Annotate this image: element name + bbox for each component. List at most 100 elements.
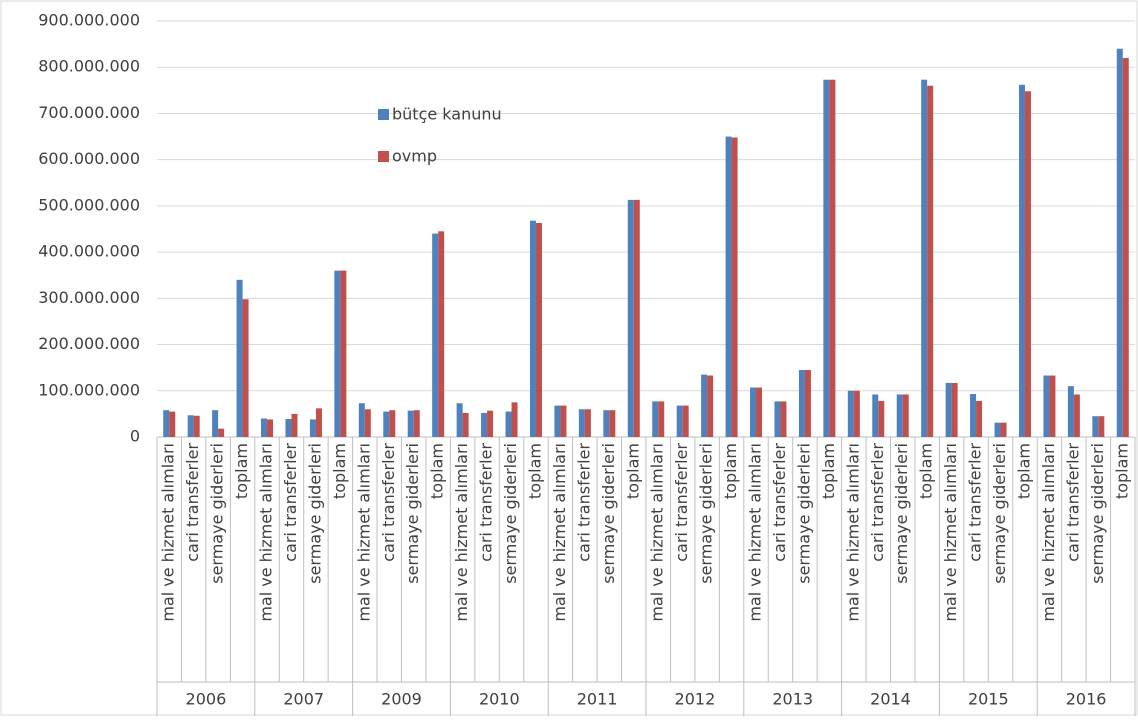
x-tick-label: sermaye giderleri (599, 443, 618, 584)
bar (511, 402, 518, 437)
bar (560, 405, 567, 437)
bar (633, 199, 640, 437)
bar (927, 85, 934, 437)
y-tick-label: 0 (130, 427, 140, 446)
group-label: 2007 (283, 690, 324, 709)
bar (853, 390, 860, 437)
y-tick-label: 200.000.000 (38, 334, 140, 353)
bar (652, 401, 659, 437)
bar (774, 401, 781, 437)
x-tick-label: sermaye giderleri (892, 443, 911, 584)
x-tick-label: cari transferler (574, 443, 593, 562)
x-tick-label: mal ve hizmet alımları (452, 443, 471, 622)
bar (682, 405, 689, 437)
x-tick-label: mal ve hizmet alımları (550, 443, 569, 622)
group-label: 2015 (968, 690, 1009, 709)
bar (1092, 416, 1099, 437)
bar (1049, 375, 1056, 437)
bar (1018, 84, 1025, 437)
x-tick-label: toplam (623, 443, 642, 499)
bar (1000, 422, 1007, 437)
bar (315, 408, 322, 437)
group-label: 2011 (577, 690, 618, 709)
group-label: 2010 (479, 690, 520, 709)
group-label: 2009 (381, 690, 422, 709)
bar (1067, 386, 1074, 437)
x-tick-label: toplam (917, 443, 936, 499)
bar (193, 415, 200, 437)
bar (187, 415, 194, 437)
bar (945, 382, 952, 437)
bar (902, 394, 909, 437)
bar (725, 136, 732, 438)
bar (878, 400, 885, 437)
x-tick-label: sermaye giderleri (697, 443, 716, 584)
bar (242, 299, 249, 437)
x-tick-label: cari transferler (477, 443, 496, 562)
bar (798, 369, 805, 437)
bar (481, 412, 488, 437)
y-tick-label: 900.000.000 (38, 11, 140, 30)
group-label: 2006 (186, 690, 227, 709)
x-tick-label: cari transferler (966, 443, 985, 562)
bar (456, 403, 463, 437)
bar (535, 222, 542, 437)
x-tick-label: sermaye giderleri (794, 443, 813, 584)
bar (267, 419, 274, 437)
x-tick-label: toplam (819, 443, 838, 499)
y-tick-label: 800.000.000 (38, 57, 140, 76)
x-tick-label: cari transferler (281, 443, 300, 562)
bar (701, 374, 708, 437)
bar (994, 422, 1001, 437)
bar (1073, 394, 1080, 437)
x-tick-label: toplam (428, 443, 447, 499)
bar (584, 409, 591, 437)
x-tick-label: sermaye giderleri (990, 443, 1009, 584)
bar (847, 390, 854, 437)
y-tick-label: 300.000.000 (38, 288, 140, 307)
bar (389, 410, 396, 437)
bar (951, 382, 958, 437)
x-tick-label: toplam (232, 443, 251, 499)
x-tick-label: mal ve hizmet alımları (1039, 443, 1058, 622)
x-tick-label: mal ve hizmet alımları (941, 443, 960, 622)
y-tick-label: 700.000.000 (38, 103, 140, 122)
bar (731, 137, 738, 438)
bar (976, 400, 983, 437)
x-tick-label: mal ve hizmet alımları (746, 443, 765, 622)
bar (291, 413, 298, 437)
x-tick-label: toplam (1014, 443, 1033, 499)
y-tick-label: 100.000.000 (38, 380, 140, 399)
bar (529, 220, 536, 437)
bar (487, 410, 494, 437)
legend-label: bütçe kanunu (392, 105, 502, 124)
bar (1098, 416, 1105, 437)
x-tick-label: mal ve hizmet alımları (257, 443, 276, 622)
x-tick-label: cari transferler (770, 443, 789, 562)
bar (309, 419, 316, 437)
bar (603, 410, 610, 437)
bar (658, 401, 665, 437)
x-tick-label: cari transferler (868, 443, 887, 562)
x-tick-label: toplam (721, 443, 740, 499)
bar (340, 270, 347, 437)
bar (407, 410, 414, 437)
bar (609, 410, 616, 437)
legend-swatch (378, 109, 389, 120)
bar (970, 394, 977, 437)
bar (707, 375, 714, 437)
bar (676, 405, 683, 437)
x-tick-label: toplam (330, 443, 349, 499)
x-tick-label: mal ve hizmet alımları (843, 443, 862, 622)
y-tick-label: 600.000.000 (38, 149, 140, 168)
bar (921, 79, 928, 438)
x-tick-label: cari transferler (379, 443, 398, 562)
bar (1024, 91, 1031, 437)
x-tick-label: sermaye giderleri (501, 443, 520, 584)
bar (169, 411, 176, 437)
legend-label: ovmp (392, 147, 437, 166)
bar (383, 411, 390, 437)
x-tick-label: sermaye giderleri (403, 443, 422, 584)
bar (756, 387, 763, 437)
legend-swatch (378, 151, 389, 162)
